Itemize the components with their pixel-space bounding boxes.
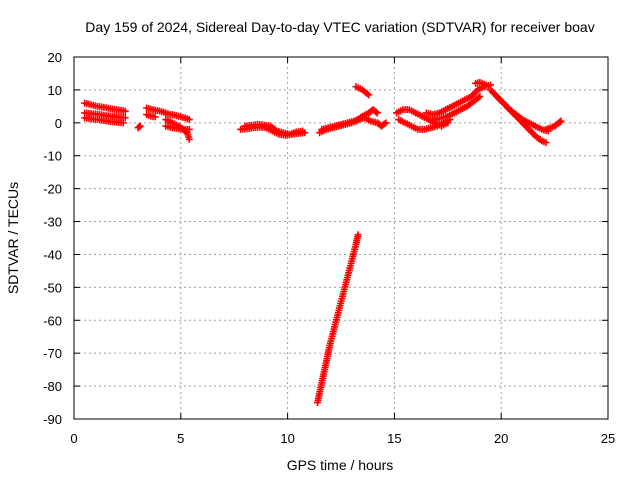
y-tick-label: -30 bbox=[43, 215, 62, 230]
data-point bbox=[135, 123, 143, 131]
x-tick-label: 20 bbox=[494, 431, 508, 446]
y-tick-label: -70 bbox=[43, 346, 62, 361]
data-point bbox=[119, 119, 127, 127]
y-tick-label: 20 bbox=[48, 50, 62, 65]
data-point bbox=[372, 108, 380, 116]
data-point bbox=[299, 127, 307, 135]
data-point bbox=[121, 107, 129, 115]
data-point bbox=[185, 125, 193, 133]
y-tick-label: -20 bbox=[43, 182, 62, 197]
data-point bbox=[121, 114, 129, 122]
data-point bbox=[151, 113, 159, 121]
data-point bbox=[136, 122, 144, 130]
y-tick-label: -40 bbox=[43, 247, 62, 262]
y-tick-label: -10 bbox=[43, 149, 62, 164]
data-point bbox=[556, 118, 564, 126]
y-tick-label: 10 bbox=[48, 83, 62, 98]
x-tick-label: 25 bbox=[601, 431, 615, 446]
data-point bbox=[382, 119, 390, 127]
x-axis-label: GPS time / hours bbox=[287, 457, 394, 473]
data-point bbox=[185, 116, 193, 124]
y-tick-labels: 20 10 0 -10 -20 -30 -40 -50 -60 -70 -80 -90 bbox=[43, 50, 62, 427]
x-tick-label: 10 bbox=[280, 431, 294, 446]
y-tick-label: 0 bbox=[55, 116, 62, 131]
chart-title: Day 159 of 2024, Sidereal Day-to-day VTE… bbox=[85, 19, 594, 35]
plot-frame bbox=[73, 56, 609, 420]
data-point bbox=[354, 231, 362, 239]
y-tick-label: -80 bbox=[43, 379, 62, 394]
data-point bbox=[365, 91, 373, 99]
data-points bbox=[81, 78, 565, 407]
y-tick-label: -50 bbox=[43, 280, 62, 295]
x-tick-labels: 0 5 10 15 20 25 bbox=[70, 431, 615, 446]
data-point bbox=[380, 120, 388, 128]
y-tick-label: -60 bbox=[43, 313, 62, 328]
y-axis-label: SDTVAR / TECUs bbox=[5, 182, 21, 294]
x-tick-label: 0 bbox=[70, 431, 77, 446]
data-point bbox=[185, 135, 193, 143]
x-tick-label: 15 bbox=[387, 431, 401, 446]
data-point bbox=[482, 81, 490, 89]
data-point bbox=[476, 92, 484, 100]
data-point bbox=[373, 109, 381, 117]
data-point bbox=[557, 117, 565, 125]
data-point bbox=[542, 139, 550, 147]
y-tick-label: -90 bbox=[43, 412, 62, 427]
x-tick-label: 5 bbox=[177, 431, 184, 446]
